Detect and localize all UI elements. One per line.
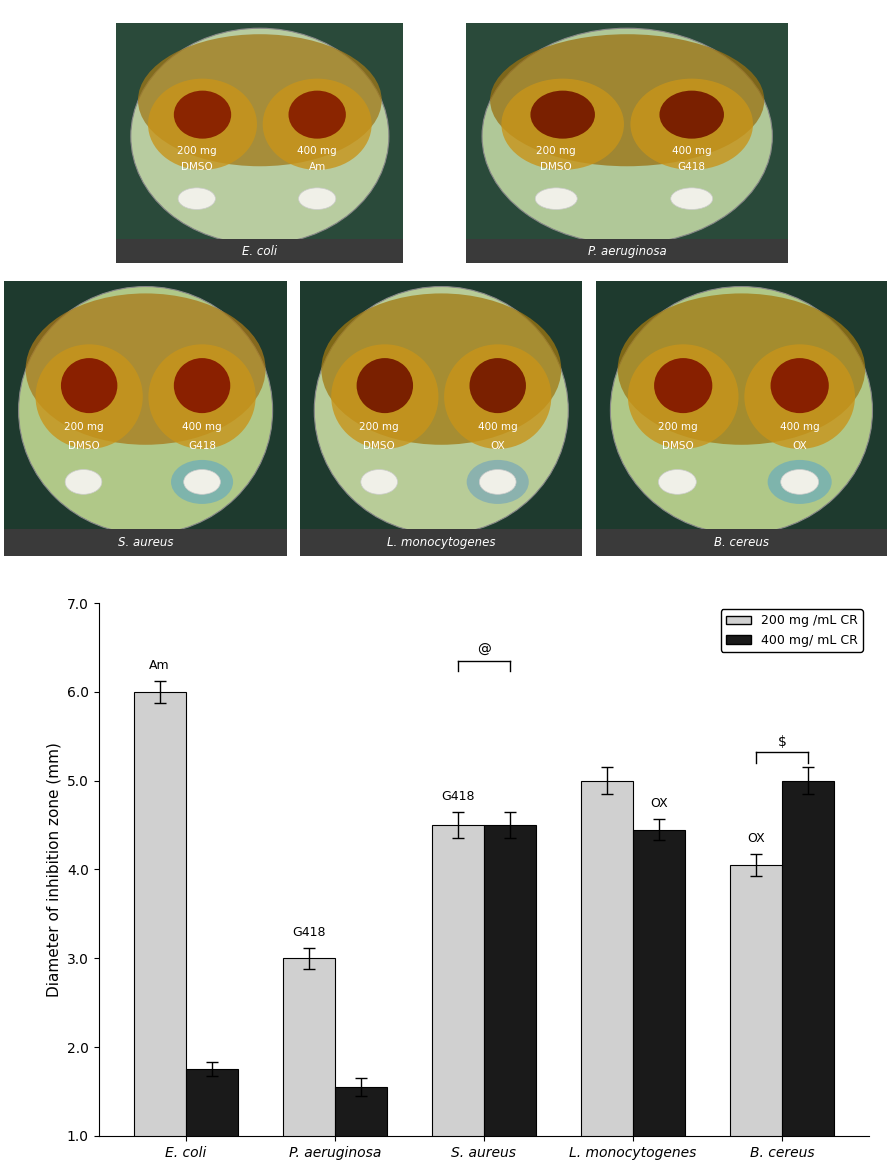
Ellipse shape (470, 358, 526, 413)
Ellipse shape (610, 287, 873, 534)
Ellipse shape (768, 460, 831, 504)
Ellipse shape (659, 90, 724, 138)
Ellipse shape (490, 34, 764, 166)
Bar (581, 781, 633, 1171)
Bar (432, 826, 484, 1171)
Text: 400 mg: 400 mg (478, 422, 518, 432)
Ellipse shape (65, 470, 102, 494)
Text: 400 mg: 400 mg (297, 145, 337, 156)
Ellipse shape (535, 187, 577, 210)
Ellipse shape (530, 90, 595, 138)
Text: 200 mg: 200 mg (64, 422, 103, 432)
Text: L. monocytogenes: L. monocytogenes (387, 536, 495, 549)
Ellipse shape (502, 78, 624, 170)
Bar (484, 826, 536, 1171)
Ellipse shape (36, 344, 142, 448)
Bar (729, 865, 782, 1171)
Text: G418: G418 (677, 163, 706, 172)
Bar (466, 240, 788, 263)
Ellipse shape (617, 294, 866, 445)
Ellipse shape (654, 358, 712, 413)
Text: P. aeruginosa: P. aeruginosa (588, 245, 667, 258)
Ellipse shape (174, 358, 230, 413)
Text: OX: OX (650, 797, 668, 810)
Ellipse shape (138, 34, 382, 166)
Text: OX: OX (490, 441, 505, 451)
Ellipse shape (322, 294, 561, 445)
Ellipse shape (298, 187, 336, 210)
Ellipse shape (289, 90, 346, 138)
Text: 200 mg: 200 mg (359, 422, 399, 432)
Text: S. aureus: S. aureus (118, 536, 173, 549)
Ellipse shape (671, 187, 712, 210)
Ellipse shape (631, 78, 753, 170)
Text: $: $ (778, 734, 787, 748)
Ellipse shape (148, 78, 257, 170)
Ellipse shape (332, 344, 438, 448)
Ellipse shape (263, 78, 372, 170)
Ellipse shape (174, 90, 231, 138)
Text: DMSO: DMSO (540, 163, 573, 172)
Ellipse shape (19, 287, 272, 534)
Text: 200 mg: 200 mg (658, 422, 697, 432)
Text: DMSO: DMSO (181, 163, 212, 172)
Ellipse shape (314, 287, 568, 534)
Text: G418: G418 (441, 790, 475, 803)
Y-axis label: Diameter of inhibition zone (mm): Diameter of inhibition zone (mm) (47, 742, 61, 997)
Text: OX: OX (792, 441, 807, 451)
Text: E. coli: E. coli (242, 245, 278, 258)
Text: @: @ (477, 643, 491, 657)
Text: Am: Am (308, 163, 326, 172)
Legend: 200 mg /mL CR, 400 mg/ mL CR: 200 mg /mL CR, 400 mg/ mL CR (721, 609, 863, 651)
Text: G418: G418 (188, 441, 216, 451)
Text: 400 mg: 400 mg (182, 422, 222, 432)
Bar (116, 240, 403, 263)
Bar (633, 829, 685, 1171)
Ellipse shape (479, 470, 516, 494)
Ellipse shape (482, 28, 772, 245)
Ellipse shape (357, 358, 413, 413)
Ellipse shape (131, 28, 389, 245)
Text: DMSO: DMSO (67, 441, 99, 451)
Ellipse shape (467, 460, 529, 504)
Text: G418: G418 (292, 926, 325, 939)
Ellipse shape (628, 344, 738, 448)
Text: 200 mg: 200 mg (537, 145, 576, 156)
Bar (4, 529, 287, 556)
Ellipse shape (184, 470, 220, 494)
Bar (596, 529, 887, 556)
Ellipse shape (61, 358, 117, 413)
Text: OX: OX (747, 833, 764, 845)
Bar (134, 692, 185, 1171)
Ellipse shape (178, 187, 215, 210)
Text: 400 mg: 400 mg (780, 422, 820, 432)
Bar (782, 781, 834, 1171)
Ellipse shape (659, 470, 696, 494)
Ellipse shape (745, 344, 855, 448)
Ellipse shape (444, 344, 551, 448)
Ellipse shape (171, 460, 233, 504)
Text: 400 mg: 400 mg (672, 145, 711, 156)
Text: B. cereus: B. cereus (714, 536, 769, 549)
Text: DMSO: DMSO (363, 441, 395, 451)
Text: DMSO: DMSO (661, 441, 694, 451)
Ellipse shape (26, 294, 265, 445)
Bar (300, 529, 582, 556)
Text: Am: Am (150, 659, 170, 672)
Ellipse shape (771, 358, 829, 413)
Ellipse shape (149, 344, 255, 448)
Ellipse shape (780, 470, 819, 494)
Ellipse shape (361, 470, 398, 494)
Bar (185, 1069, 238, 1171)
Bar (282, 958, 335, 1171)
Bar (335, 1087, 387, 1171)
Text: 200 mg: 200 mg (177, 145, 217, 156)
